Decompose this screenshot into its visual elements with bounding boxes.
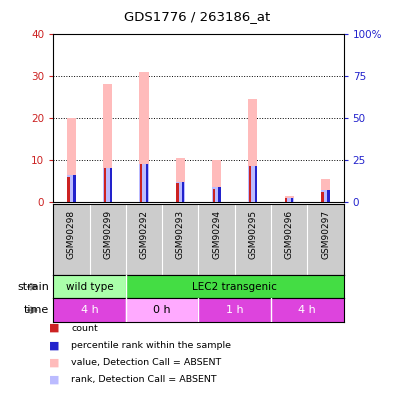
Text: GSM90296: GSM90296	[285, 210, 294, 259]
Bar	[212, 160, 221, 202]
Bar	[182, 182, 184, 202]
Text: 4 h: 4 h	[299, 305, 316, 315]
Bar	[67, 118, 76, 202]
Bar	[109, 168, 112, 202]
Bar	[103, 85, 112, 202]
Text: 0 h: 0 h	[153, 305, 171, 315]
Bar	[321, 179, 330, 202]
Bar	[176, 182, 185, 202]
Text: ■: ■	[49, 374, 60, 384]
Text: 1 h: 1 h	[226, 305, 244, 315]
Text: count: count	[71, 324, 98, 333]
Text: LEC2 transgenic: LEC2 transgenic	[192, 282, 277, 292]
Text: value, Detection Call = ABSENT: value, Detection Call = ABSENT	[71, 358, 221, 367]
Bar	[199, 298, 271, 322]
Bar	[53, 275, 126, 298]
Bar	[139, 72, 149, 202]
Bar	[285, 198, 288, 202]
Text: GSM90298: GSM90298	[67, 210, 76, 259]
Bar	[248, 99, 258, 202]
Bar	[126, 275, 344, 298]
Text: GDS1776 / 263186_at: GDS1776 / 263186_at	[124, 10, 271, 23]
Bar	[176, 183, 179, 202]
Bar	[53, 298, 126, 322]
Bar	[103, 168, 112, 202]
Text: GSM90292: GSM90292	[139, 210, 149, 259]
Bar	[213, 190, 215, 202]
Text: rank, Detection Call = ABSENT: rank, Detection Call = ABSENT	[71, 375, 217, 384]
Text: ■: ■	[49, 357, 60, 367]
Bar	[67, 175, 76, 202]
Bar	[291, 198, 293, 202]
Bar	[285, 198, 294, 202]
Bar	[218, 188, 221, 202]
Bar	[255, 166, 257, 202]
Bar	[176, 158, 185, 202]
Bar	[103, 168, 106, 202]
Bar	[321, 190, 330, 202]
Bar	[126, 298, 199, 322]
Text: GSM90297: GSM90297	[321, 210, 330, 259]
Bar	[146, 164, 148, 202]
Bar	[212, 188, 221, 202]
Bar	[68, 177, 70, 202]
Text: GSM90294: GSM90294	[212, 210, 221, 259]
Bar	[271, 298, 344, 322]
Bar	[73, 175, 75, 202]
Text: GSM90293: GSM90293	[176, 210, 185, 259]
Text: wild type: wild type	[66, 282, 113, 292]
Bar	[249, 166, 251, 202]
Text: percentile rank within the sample: percentile rank within the sample	[71, 341, 231, 350]
Text: 4 h: 4 h	[81, 305, 98, 315]
Bar	[285, 196, 294, 202]
Text: GSM90295: GSM90295	[248, 210, 258, 259]
Bar	[322, 192, 324, 202]
Text: ■: ■	[49, 340, 60, 350]
Bar	[248, 166, 258, 202]
Text: ■: ■	[49, 323, 60, 333]
Bar	[140, 164, 142, 202]
Text: GSM90299: GSM90299	[103, 210, 112, 259]
Text: time: time	[24, 305, 49, 315]
Bar	[327, 190, 329, 202]
Text: strain: strain	[17, 282, 49, 292]
Bar	[139, 164, 149, 202]
